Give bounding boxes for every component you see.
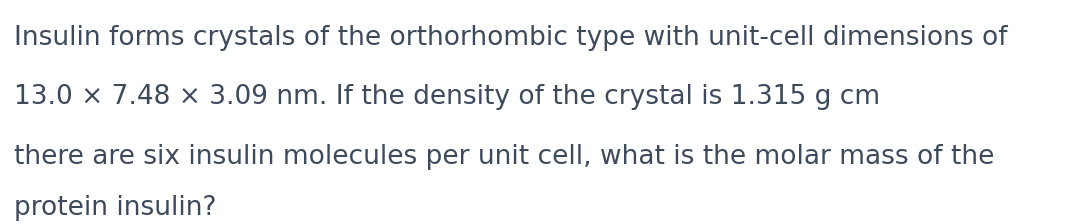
Text: protein insulin?: protein insulin? [14,195,216,221]
Text: Insulin forms crystals of the orthorhombic type with unit-cell dimensions of: Insulin forms crystals of the orthorhomb… [14,25,1007,51]
Text: there are six insulin molecules per unit cell, what is the molar mass of the: there are six insulin molecules per unit… [14,144,994,170]
Text: 13.0 × 7.48 × 3.09 nm. If the density of the crystal is 1.315 g cm: 13.0 × 7.48 × 3.09 nm. If the density of… [14,84,880,110]
